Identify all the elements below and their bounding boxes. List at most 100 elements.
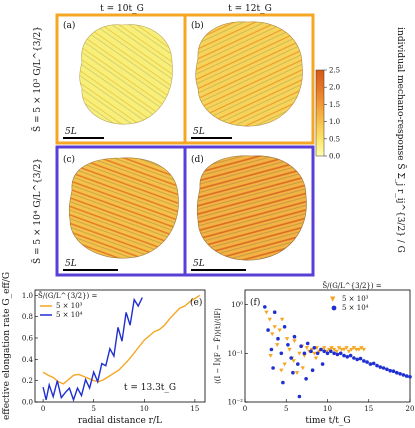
- f-ytick-label: 10⁻²: [228, 399, 244, 407]
- f-point-1: [388, 368, 393, 373]
- panel-tag-d: (d): [191, 154, 204, 165]
- legend-f-blue-marker: [331, 305, 337, 311]
- panel-e-legend-title: S̄/(G/L^{3/2}) =: [38, 291, 97, 300]
- f-point-0: [297, 351, 302, 356]
- f-point-1: [309, 349, 313, 354]
- f-point-0: [282, 362, 287, 367]
- e-xtick-label: 15: [190, 405, 199, 413]
- f-point-0: [349, 347, 354, 352]
- f-point-0: [313, 356, 319, 361]
- f-point-0: [351, 346, 357, 350]
- f-point-1: [358, 356, 363, 361]
- f-point-1: [279, 351, 284, 356]
- f-point-1: [368, 362, 373, 366]
- f-ytick-label: 10⁰: [231, 301, 243, 309]
- legend-e-blue-label: 5 × 10⁴: [56, 311, 83, 319]
- panel-a: (a) 5L: [63, 20, 173, 139]
- panel-e: 0 5 10 15 0.0 0.2 0.4 0.6 0.8 1.0 S̄/(G/L^{3/2}) …: [2, 272, 206, 426]
- f-point-1: [332, 351, 336, 356]
- f-point-1: [355, 357, 360, 362]
- f-point-1: [310, 368, 315, 373]
- legend-e-orange-label: 5 × 10³: [56, 302, 83, 310]
- panel-f: 0 5 10 15 20 10⁰ 10⁻¹ 10⁻² S̄/(G/L^{3/2}) = ▼ 5…: [213, 281, 415, 426]
- scalebar-label-b: 5L: [193, 127, 205, 137]
- f-point-1: [365, 360, 369, 364]
- f-point-1: [302, 351, 307, 356]
- f-point-0: [346, 349, 352, 354]
- e-ytick-label: 0.8: [22, 313, 33, 321]
- colorbar-tick-label: 1.0: [329, 118, 340, 126]
- e-ytick-label: 0.6: [22, 335, 34, 343]
- f-point-1: [325, 351, 330, 356]
- f-point-0: [300, 366, 305, 371]
- f-xtick-label: 10: [323, 405, 332, 413]
- colorbar-tick-label: 2.5: [329, 67, 340, 75]
- f-point-1: [266, 328, 270, 332]
- f-point-0: [304, 346, 310, 350]
- f-point-0: [302, 353, 307, 358]
- col-title-2: t = 12t_G: [228, 4, 272, 14]
- panel-tag-c: (c): [63, 154, 75, 165]
- panel-e-annotation: t = 13.3t_G: [124, 383, 176, 393]
- e-ytick-label: 0.0: [22, 399, 33, 407]
- colorbar-gradient: [315, 69, 325, 157]
- panel-e-ticks: 0 5 10 15 0.0 0.2 0.4 0.6 0.8 1.0: [22, 292, 199, 413]
- legend-f-orange-marker: ▼: [330, 295, 336, 303]
- f-point-1: [395, 370, 399, 375]
- f-point-1: [319, 347, 323, 352]
- f-point-1: [408, 375, 412, 379]
- f-ytick-label: 10⁻¹: [228, 350, 244, 358]
- f-point-1: [299, 344, 303, 349]
- f-point-0: [326, 347, 332, 352]
- f-point-1: [263, 305, 267, 309]
- f-point-1: [320, 362, 325, 366]
- panel-f-legend-title: S̄/(G/L^{3/2}) =: [322, 281, 381, 290]
- f-point-1: [286, 343, 290, 347]
- f-point-1: [404, 374, 409, 378]
- f-point-1: [305, 341, 310, 346]
- f-point-1: [297, 394, 302, 399]
- panel-f-ylabel: ⟨(I − Ī)(F − F̄)⟩(t)/⟨IF⟩: [213, 308, 222, 384]
- col-title-1: t = 10t_G: [100, 4, 144, 14]
- f-point-0: [268, 353, 273, 358]
- f-point-1: [304, 377, 308, 381]
- f-point-1: [398, 372, 402, 376]
- e-xtick-label: 0: [41, 405, 45, 413]
- panel-tag-b: (b): [191, 20, 204, 31]
- f-point-1: [276, 336, 280, 341]
- panel-tag-a: (a): [63, 20, 75, 31]
- f-point-1: [335, 352, 340, 357]
- f-point-1: [348, 353, 353, 358]
- f-point-0: [336, 346, 342, 350]
- f-point-0: [341, 347, 347, 352]
- f-point-0: [329, 346, 334, 350]
- f-point-1: [342, 353, 346, 358]
- f-point-1: [289, 356, 294, 360]
- f-point-0: [267, 317, 272, 322]
- f-point-1: [375, 363, 379, 368]
- f-point-1: [296, 362, 300, 366]
- panel-e-xlabel: radial distance r/L: [78, 416, 162, 426]
- f-point-1: [322, 349, 327, 354]
- panel-e-ylabel: effective elongation rate G_eff/G: [2, 272, 12, 420]
- f-point-1: [371, 361, 376, 366]
- scalebar-label-a: 5L: [65, 127, 77, 137]
- f-xtick-label: 20: [406, 405, 415, 413]
- e-series-line-0: [42, 294, 201, 385]
- colorbar-tick-label: 1.5: [329, 101, 340, 109]
- panel-f-axes: [244, 289, 411, 403]
- f-point-1: [352, 356, 356, 360]
- f-point-0: [274, 343, 280, 347]
- f-point-1: [378, 365, 383, 369]
- f-point-1: [281, 380, 285, 385]
- f-point-0: [294, 371, 300, 375]
- f-point-0: [277, 328, 282, 333]
- colorbar-tick-label: 0.5: [329, 135, 340, 143]
- f-xtick-label: 0: [243, 405, 247, 413]
- f-point-0: [291, 359, 296, 364]
- f-point-0: [279, 317, 285, 322]
- f-point-1: [291, 370, 295, 375]
- f-point-0: [284, 337, 290, 341]
- tissue-d: [196, 155, 307, 261]
- f-point-1: [391, 369, 396, 374]
